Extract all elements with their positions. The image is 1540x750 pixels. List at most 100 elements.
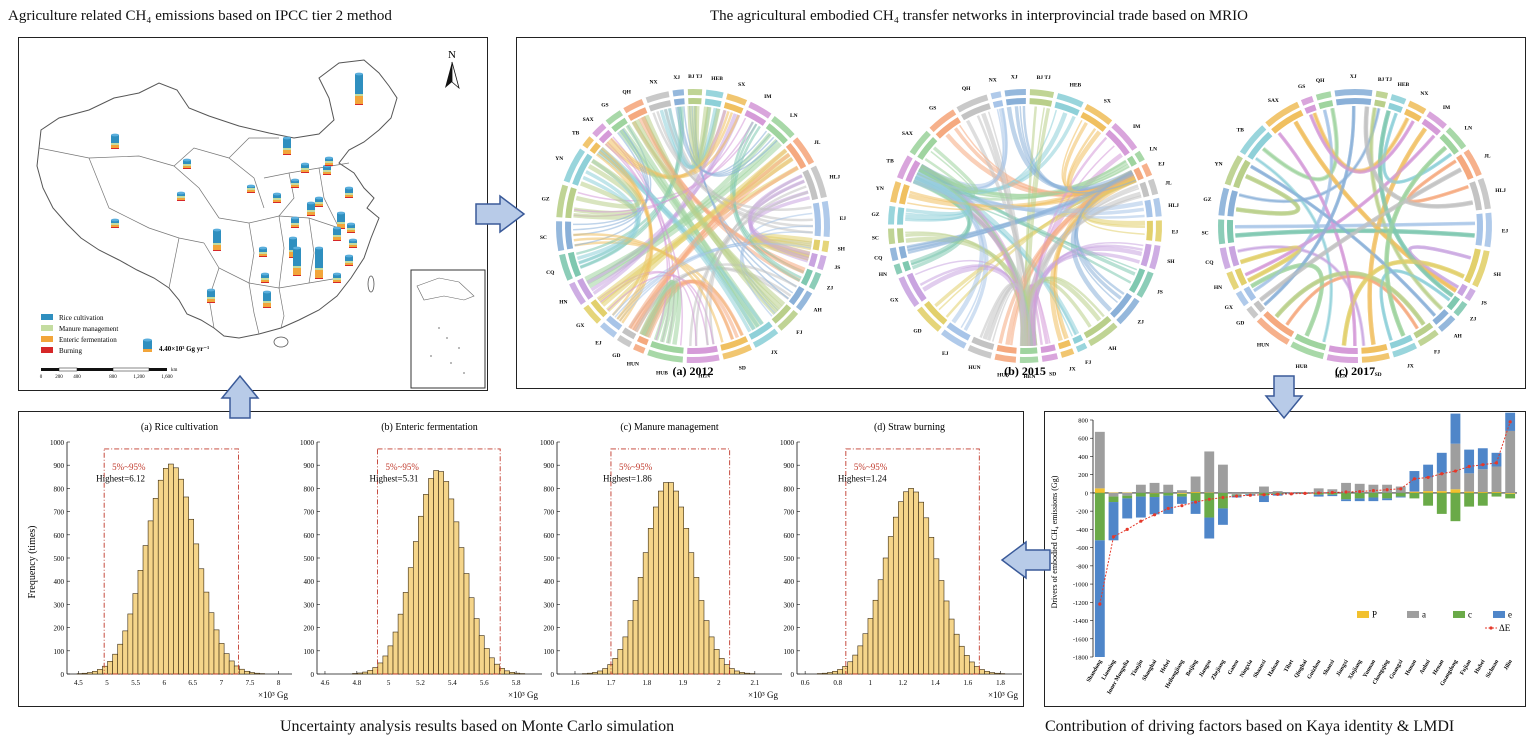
legend-label: a bbox=[1422, 609, 1426, 619]
driver-bar-e bbox=[1436, 452, 1447, 473]
network-panel: XJ BJ TJ HEB SX IM LN JL HLJ EJ SH JS ZJ AH FJ JX SD HEN… bbox=[516, 37, 1526, 389]
driver-bar-e bbox=[1163, 495, 1174, 514]
chord-link bbox=[1236, 174, 1300, 215]
chord-region-label: QH bbox=[1316, 78, 1325, 84]
chord-arc bbox=[1335, 97, 1372, 106]
province-cylinder bbox=[183, 158, 191, 169]
chord-outer-arc bbox=[1315, 91, 1332, 101]
delta-e-point bbox=[1344, 490, 1348, 494]
province-cylinder bbox=[293, 246, 301, 276]
chord-outer-arc bbox=[617, 335, 633, 348]
driver-bar-a bbox=[1149, 482, 1160, 493]
hist-ytick: 100 bbox=[304, 648, 315, 656]
chord-arc bbox=[924, 301, 948, 325]
chord-region-label: EJ bbox=[942, 351, 949, 357]
chord-outer-arc bbox=[1088, 322, 1118, 347]
chord-region-label: NX bbox=[650, 79, 658, 85]
hist-bar bbox=[188, 518, 195, 675]
hist-xtick: 4.6 bbox=[321, 679, 330, 687]
chord-link bbox=[1263, 105, 1356, 307]
chord-region-label: IM bbox=[1133, 124, 1141, 130]
arrow-down-icon bbox=[1264, 375, 1304, 420]
hist-bar bbox=[448, 498, 455, 675]
legend-label: P bbox=[1372, 609, 1377, 619]
hist-ytick: 700 bbox=[54, 509, 65, 517]
hist-bar bbox=[637, 577, 644, 675]
chord-outer-arc bbox=[777, 310, 799, 331]
chord-region-label: JS bbox=[834, 265, 840, 271]
hist-bar bbox=[882, 557, 889, 675]
chord-outer-arc bbox=[1116, 297, 1140, 325]
hist-bar bbox=[898, 501, 904, 675]
chord-outer-arc bbox=[817, 254, 827, 271]
delta-e-point bbox=[1111, 535, 1116, 539]
chord-region-label: HUN bbox=[968, 365, 980, 371]
chord-region-label: TB bbox=[572, 131, 580, 137]
china-map: N Rice cultivation Manure management Ent… bbox=[36, 49, 486, 389]
chord-arc bbox=[1139, 181, 1150, 198]
hist-ytick: 900 bbox=[784, 462, 795, 470]
chord-outer-arc bbox=[1300, 96, 1314, 106]
chord-region-label: EJ bbox=[1158, 162, 1165, 168]
chord-outer-arc bbox=[1407, 100, 1427, 115]
north-arrow-icon: N bbox=[445, 49, 460, 90]
chord-arc bbox=[1234, 268, 1248, 286]
hist-xtick: 1.8 bbox=[643, 679, 652, 687]
chord-link bbox=[1274, 270, 1426, 326]
chord-diagrams: XJ BJ TJ HEB SX IM LN JL HLJ EJ SH JS ZJ AH FJ JX SD HEN… bbox=[540, 74, 1508, 380]
driver-bar-a bbox=[1341, 482, 1351, 493]
hist-title: (c) Manure management bbox=[620, 422, 719, 433]
hist-ytick: 900 bbox=[54, 462, 65, 470]
chord-outer-arc bbox=[1060, 348, 1075, 358]
chord-arc bbox=[723, 102, 744, 114]
hist-ytick: 300 bbox=[304, 601, 315, 609]
chord-arc bbox=[748, 321, 773, 340]
driver-bar-a bbox=[1272, 491, 1283, 493]
chord-region-label: GD bbox=[913, 329, 921, 335]
hist-bar bbox=[892, 516, 899, 675]
chord-link bbox=[1238, 108, 1380, 203]
drivers-category: Fujian bbox=[1459, 658, 1473, 676]
chord-arc bbox=[627, 107, 648, 121]
chord-link bbox=[1278, 132, 1356, 347]
hist-xunit: ×10³ Gg bbox=[508, 690, 539, 700]
chord-region-label: ZJ bbox=[1470, 317, 1477, 323]
hist-bar bbox=[198, 568, 205, 675]
hist-title: (b) Enteric fermentation bbox=[381, 422, 478, 433]
chord-outer-arc bbox=[1464, 288, 1476, 301]
hist-xtick: 7.5 bbox=[246, 679, 255, 687]
caption-2017: (c) 2017 bbox=[1335, 364, 1375, 378]
chord-link bbox=[638, 117, 805, 274]
driver-bar-P bbox=[1436, 491, 1447, 493]
hist-bar bbox=[92, 671, 98, 675]
chord-region-label: JS bbox=[1481, 301, 1487, 307]
chord-arc bbox=[1469, 181, 1482, 211]
chord-outer-arc bbox=[1153, 197, 1162, 217]
province-cylinder bbox=[307, 201, 315, 216]
hist-bar bbox=[377, 662, 384, 675]
chord-link bbox=[573, 121, 754, 213]
hist-bar bbox=[698, 600, 705, 675]
chord-region-label: GZ bbox=[542, 196, 550, 202]
chord-arc bbox=[1457, 283, 1468, 297]
chord-region-label: EJ bbox=[595, 340, 602, 346]
chord-link bbox=[740, 225, 814, 317]
chord-link bbox=[1259, 168, 1462, 301]
hist-bar bbox=[744, 672, 750, 675]
chord-outer-arc bbox=[821, 200, 831, 237]
chord-link bbox=[1250, 165, 1436, 317]
driver-bar-e bbox=[1395, 496, 1406, 498]
chord-region-label: XJ bbox=[1011, 74, 1018, 80]
province-cylinder bbox=[291, 216, 299, 228]
chord-region-label: NX bbox=[989, 78, 997, 84]
hist-bar bbox=[678, 506, 685, 675]
chord-outer-arc bbox=[1134, 150, 1145, 163]
chord-link bbox=[1075, 170, 1133, 296]
chord-arc bbox=[1144, 199, 1153, 218]
driver-bar-e bbox=[1149, 497, 1160, 515]
drivers-ytick: -1400 bbox=[1073, 618, 1088, 625]
chord-arc bbox=[1439, 133, 1459, 155]
chord-region-label: HN bbox=[879, 272, 887, 278]
chord-arc bbox=[650, 341, 684, 354]
chord-region-label: HUN bbox=[1257, 343, 1269, 349]
